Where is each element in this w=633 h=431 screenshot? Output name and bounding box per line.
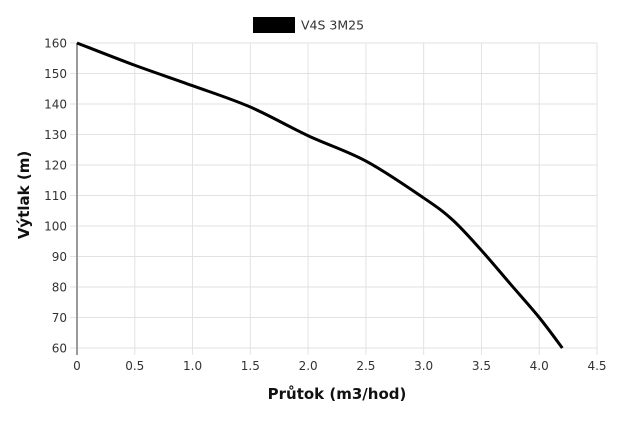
x-tick-label: 2.0 [299, 359, 318, 373]
legend-swatch [253, 17, 295, 33]
y-axis-title: Výtlak (m) [15, 151, 33, 239]
series-line-v4s-3m25 [76, 41, 564, 349]
x-tick-label: 2.5 [356, 359, 375, 373]
y-tick-label: 90 [52, 250, 67, 264]
y-tick-label: 100 [44, 220, 67, 234]
x-tick-label: 4.5 [587, 359, 606, 373]
y-tick-label: 160 [44, 37, 67, 51]
y-tick-label: 70 [52, 311, 67, 325]
x-tick-label: 0 [73, 359, 81, 373]
y-tick-label: 60 [52, 342, 67, 356]
y-tick-label: 150 [44, 67, 67, 81]
x-axis-title: Průtok (m3/hod) [268, 385, 407, 403]
x-tick-label: 3.0 [414, 359, 433, 373]
y-tick-label: 110 [44, 189, 67, 203]
x-axis-ticks: 0 0.5 1.0 1.5 2.0 2.5 3.0 3.5 4.0 4.5 [73, 348, 607, 373]
legend[interactable]: V4S 3M25 [253, 17, 364, 33]
x-tick-label: 4.0 [530, 359, 549, 373]
y-tick-label: 130 [44, 128, 67, 142]
y-tick-label: 80 [52, 281, 67, 295]
y-axis-ticks: 60 70 80 90 100 110 120 130 140 150 160 [44, 37, 77, 356]
x-tick-label: 3.5 [472, 359, 491, 373]
legend-label: V4S 3M25 [301, 18, 364, 33]
x-tick-label: 1.5 [241, 359, 260, 373]
x-tick-label: 0.5 [125, 359, 144, 373]
y-tick-label: 120 [44, 159, 67, 173]
x-tick-label: 1.0 [183, 359, 202, 373]
y-tick-label: 140 [44, 98, 67, 112]
grid [77, 42, 598, 349]
